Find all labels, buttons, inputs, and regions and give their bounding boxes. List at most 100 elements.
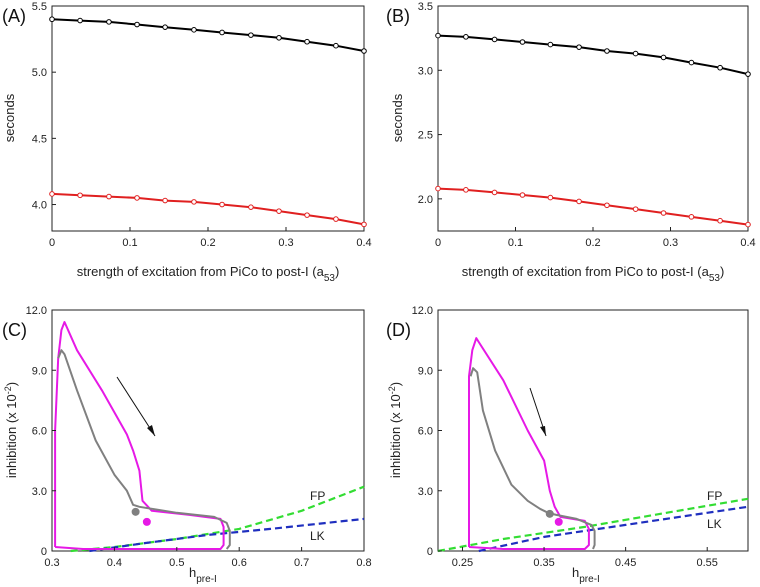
panel-c-x-tick-label: 0.8 <box>356 557 371 569</box>
panel-b-data-point <box>463 187 469 193</box>
panel-a-data-point <box>219 29 225 36</box>
panel-c-marker-dot <box>142 517 151 526</box>
panel-d-marker-dot <box>545 509 554 518</box>
panel-b-y-axis-label: seconds <box>390 93 405 142</box>
panel-c-marker-dot <box>131 507 140 516</box>
panel-b-y-tick-label: 2.0 <box>418 194 433 206</box>
panel-d-y-tick-label: 0 <box>427 546 433 558</box>
panel-b-data-point <box>745 221 751 228</box>
panel-c-direction-arrow <box>116 376 156 437</box>
panel-a-marks <box>49 16 367 228</box>
panel-c-lk-label: LK <box>310 529 325 543</box>
panel-d-arrowhead-icon <box>540 426 546 436</box>
panel-b-x-ticks: 0 0.1 0.2 0.3 0.4 <box>435 227 756 249</box>
panel-a-data-point <box>361 48 367 54</box>
panel-d-lk-curve <box>478 505 749 553</box>
panel-a-data-point <box>304 212 310 218</box>
panel-b-data-point <box>688 59 695 66</box>
panel-a-x-tick-label: 0.4 <box>356 237 371 249</box>
panel-a: (A) 0 0.1 0.2 0.3 0.4 4.0 4.5 5.0 5.5 strength … <box>2 1 372 284</box>
panel-a-data-point <box>361 221 367 228</box>
panel-a-data-point <box>191 199 197 205</box>
panel-d-fp-label: FP <box>707 489 722 503</box>
panel-b-marks <box>435 32 751 228</box>
panel-b-data-point <box>491 189 498 196</box>
panel-d-y-axis-label: inhibition (x 10-2) <box>387 382 403 478</box>
panel-d-y-ticks: 0 3.0 6.0 9.0 12.0 <box>412 305 442 558</box>
panel-d-y-tick-label: 9.0 <box>418 365 433 377</box>
panel-c-x-axis-label: hpre-I <box>189 565 217 585</box>
panel-a-data-point <box>162 24 168 30</box>
panel-a-data-point <box>191 27 197 33</box>
panel-c-x-tick-label: 0.6 <box>232 557 247 569</box>
panel-b-data-point <box>547 194 554 201</box>
panel-c-series-line <box>57 349 231 550</box>
panel-c-lk-curve <box>89 517 365 553</box>
panel-d-y-tick-label: 12.0 <box>412 305 433 317</box>
panel-a-x-tick-label: 0.2 <box>200 237 215 249</box>
panel-b-x-tick-label: 0.4 <box>740 237 755 249</box>
panel-c-y-axis-label: inhibition (x 10-2) <box>3 382 19 478</box>
panel-a-data-point <box>77 17 83 24</box>
panel-a-data-point <box>333 216 339 222</box>
panel-c-y-ticks: 0 3.0 6.0 9.0 12.0 <box>26 305 56 558</box>
panel-a-data-point <box>162 197 168 204</box>
panel-c-fp-label: FP <box>310 489 325 503</box>
panel-a-data-point <box>134 21 140 28</box>
panel-d-lk-label: LK <box>707 517 722 531</box>
panel-a-data-point <box>276 208 282 214</box>
panel-d-series-line <box>468 337 590 550</box>
panel-b-series-line <box>437 187 749 226</box>
panel-a-data-point <box>106 19 112 25</box>
panel-d-label: (D) <box>386 320 411 340</box>
panel-b-data-point <box>547 41 554 48</box>
panel-c-arrowhead-icon <box>147 425 155 436</box>
panel-c-marks <box>54 321 365 553</box>
panel-b-data-point <box>688 214 695 220</box>
panel-d-fp-curve <box>437 497 749 553</box>
panel-a-data-point <box>304 38 310 45</box>
panel-b: (B) 0 0.1 0.2 0.3 0.4 2.0 2.5 3.0 3.5 strength … <box>386 1 756 284</box>
panel-b-data-point <box>576 44 582 50</box>
panel-b-data-point <box>576 198 582 205</box>
panel-b-data-point <box>435 185 441 192</box>
panel-c-x-ticks: 0.3 0.4 0.5 0.6 0.7 0.8 <box>44 547 372 569</box>
panel-b-data-point <box>463 34 469 40</box>
panel-b-data-point <box>632 206 639 212</box>
panel-c-label: (C) <box>2 320 27 340</box>
panel-d-axes-frame <box>437 309 749 552</box>
panel-b-data-point <box>660 210 667 216</box>
panel-a-y-axis-label: seconds <box>2 93 17 142</box>
panel-a-data-point <box>219 201 225 208</box>
panel-d-y-tick-label: 3.0 <box>418 486 433 498</box>
panel-a-label: (A) <box>2 6 26 26</box>
panel-b-y-tick-label: 3.5 <box>418 1 433 13</box>
panel-b-data-point <box>491 36 498 43</box>
panel-b-data-point <box>519 192 526 198</box>
panel-c-y-tick-label: 9.0 <box>32 365 47 377</box>
panel-c-y-tick-label: 3.0 <box>32 486 47 498</box>
panel-b-y-ticks: 2.0 2.5 3.0 3.5 <box>418 1 442 206</box>
panel-b-data-point <box>604 48 610 54</box>
panel-b-x-tick-label: 0.2 <box>585 237 600 249</box>
panel-b-y-tick-label: 3.0 <box>418 65 433 77</box>
panel-a-data-point <box>333 42 339 49</box>
panel-d-x-tick-label: 0.35 <box>533 557 554 569</box>
panel-c-x-tick-label: 0.7 <box>294 557 309 569</box>
panel-c: (C) 0.3 0.4 0.5 0.6 0.7 0.8 0 3.0 6.0 9.0 12.0 FP… <box>2 305 372 585</box>
panel-b-x-axis-label: strength of excitation from PiCo to post… <box>462 264 725 284</box>
panel-c-x-tick-label: 0.4 <box>107 557 122 569</box>
panel-b-data-point <box>632 50 639 57</box>
panel-b-data-point <box>717 64 723 71</box>
panel-d-x-axis-label: hpre-I <box>572 565 600 585</box>
panel-a-data-point <box>248 204 254 210</box>
panel-b-axes-frame <box>437 5 749 232</box>
panel-a-data-point <box>248 32 254 38</box>
panel-d: (D) 0.25 0.35 0.45 0.55 0 3.0 6.0 9.0 12.0 FP L… <box>386 305 749 585</box>
panel-c-x-tick-label: 0.5 <box>169 557 184 569</box>
panel-d-x-tick-label: 0.45 <box>615 557 636 569</box>
panel-b-x-tick-label: 0.1 <box>508 237 523 249</box>
panel-b-data-point <box>745 71 751 77</box>
panel-c-x-tick-label: 0.3 <box>44 557 59 569</box>
